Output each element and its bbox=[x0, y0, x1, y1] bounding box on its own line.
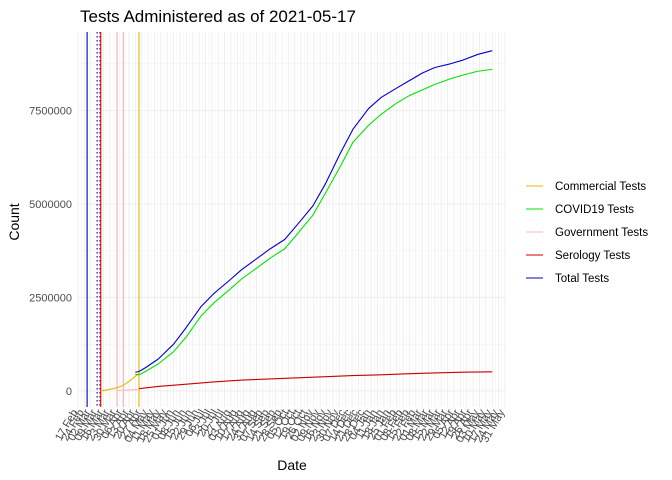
series-line bbox=[135, 50, 493, 373]
gridlines bbox=[77, 32, 506, 407]
y-tick-label: 0 bbox=[66, 386, 72, 398]
series-lines bbox=[100, 50, 493, 392]
x-axis-title: Date bbox=[277, 457, 307, 473]
series-line bbox=[135, 68, 493, 376]
series-line bbox=[117, 388, 140, 392]
y-tick-label: 5000000 bbox=[29, 199, 72, 211]
series-line bbox=[100, 372, 140, 392]
reference-lines bbox=[86, 32, 140, 407]
y-tick-label: 2500000 bbox=[29, 292, 72, 304]
legend-label: Government Tests bbox=[555, 227, 648, 239]
legend-label: COVID19 Tests bbox=[555, 204, 634, 216]
y-axis-title: Count bbox=[6, 203, 22, 240]
legend-label: Total Tests bbox=[555, 273, 609, 285]
y-tick-label: 7500000 bbox=[29, 106, 72, 118]
legend-label: Serology Tests bbox=[555, 250, 630, 262]
legend: Commercial Tests COVID19 Tests Government … bbox=[526, 181, 648, 285]
y-axis-ticks: 0 2500000 5000000 7500000 bbox=[29, 106, 72, 398]
series-line bbox=[138, 371, 493, 390]
chart-title: Tests Administered as of 2021-05-17 bbox=[80, 7, 356, 26]
legend-label: Commercial Tests bbox=[555, 181, 646, 193]
